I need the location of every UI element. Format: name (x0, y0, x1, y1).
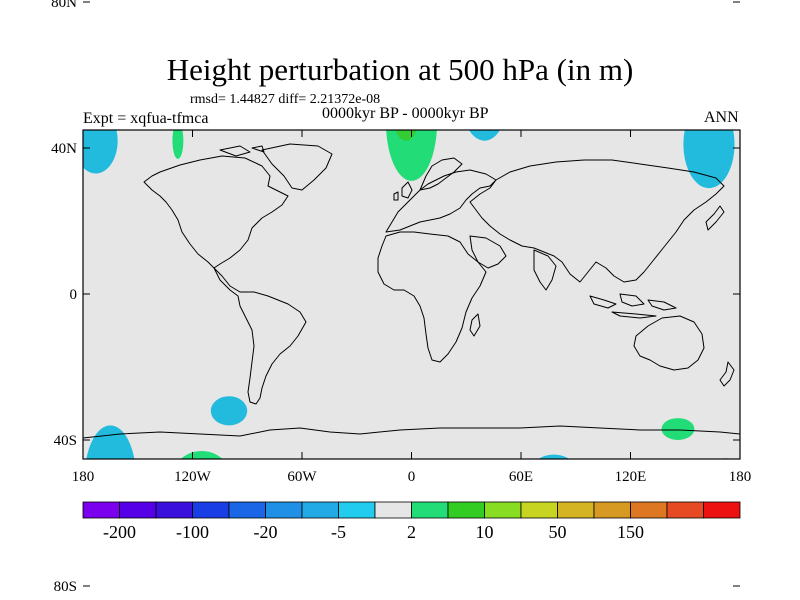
colorbar-label: -200 (103, 522, 136, 542)
coastline-asia (469, 159, 725, 283)
colorbar-label: -5 (331, 522, 346, 542)
stats-line: rmsd= 1.44827 diff= 2.21372e-08 (190, 92, 381, 107)
anomaly-n-pacific-east-negative (83, 130, 118, 174)
colorbar-swatch (520, 501, 558, 519)
coastline-africa (377, 231, 487, 363)
coastline-india (533, 249, 557, 291)
colorbar-swatch (557, 501, 595, 519)
lat-tick-label: 40N (51, 141, 77, 157)
coastline-madagascar (469, 313, 481, 337)
colorbar-swatch (484, 501, 522, 519)
colorbar-swatch (447, 501, 485, 519)
anomaly-east-pacific-negative (210, 396, 248, 426)
colorbar-swatch (155, 501, 193, 519)
colorbar-swatch (666, 501, 704, 519)
anomaly-south-atlantic-positive (428, 462, 450, 491)
colorbar-swatch (411, 501, 449, 519)
period-label: 0000kyr BP - 0000kyr BP (322, 105, 489, 122)
coastline-north-america (143, 155, 289, 269)
lat-tick-label: 80S (54, 579, 77, 595)
experiment-label: Expt = xqfua-tfmca (83, 110, 209, 127)
lon-tick-label: 180 (729, 469, 752, 485)
coastline-antarctica (83, 425, 740, 439)
colorbar-swatch (82, 501, 120, 519)
season-label: ANN (704, 109, 739, 126)
lon-tick-label: 120W (174, 469, 212, 485)
colorbar-swatch (119, 501, 157, 519)
colorbar-label: -100 (176, 522, 209, 542)
colorbar-swatch (374, 501, 412, 519)
anomaly-core-n-atlantic-europe-positive (395, 130, 417, 141)
lon-tick-label: 180 (72, 469, 95, 485)
colorbar-label: 2 (407, 522, 416, 542)
colorbar-swatch (703, 501, 741, 519)
plot-title: Height perturbation at 500 hPa (in m) (166, 52, 634, 87)
lat-tick-label: 0 (70, 287, 78, 303)
anomaly-s-pacific-positive (180, 450, 223, 459)
coastline-scandinavia (419, 157, 463, 191)
anomaly-n-atlantic-europe-positive (386, 130, 437, 181)
coastline-greenland (261, 143, 333, 191)
colorbar-label: 50 (549, 522, 567, 542)
lon-tick-label: 60E (509, 469, 533, 485)
colorbar-swatch (192, 501, 230, 519)
colorbar-label: -20 (254, 522, 278, 542)
colorbar-swatch (265, 501, 303, 519)
colorbar-swatch (228, 501, 266, 519)
coastline-arctic-islands (219, 145, 265, 157)
lon-tick-label: 60W (287, 469, 317, 485)
anomaly-n-america-west-positive (172, 130, 184, 159)
colorbar-swatch (630, 501, 668, 519)
coastline-british-isles (393, 181, 413, 201)
colorbar: -200 -100 -20 -5 2 10 50 150 (82, 501, 741, 542)
coastline-australia (633, 315, 705, 371)
colorbar-swatch (338, 501, 376, 519)
colorbar-label: 10 (476, 522, 494, 542)
colorbar-swatch (301, 501, 339, 519)
anomaly-n-pacific-west-negative (683, 130, 735, 189)
coastline-south-america (213, 267, 307, 405)
coastline-new-zealand (719, 361, 735, 387)
colorbar-swatch (593, 501, 631, 519)
anomaly-tasman-positive (661, 418, 695, 440)
lat-tick-label: 40S (54, 433, 77, 449)
coastlines (83, 143, 740, 439)
coastline-arabia (469, 235, 507, 269)
lat-tick-label: 80N (51, 0, 77, 11)
coastline-indonesia (589, 293, 677, 319)
anomaly-eastern-europe-negative (469, 130, 500, 141)
lon-tick-label: 120E (615, 469, 647, 485)
colorbar-label: 150 (617, 522, 644, 542)
lon-tick-label: 0 (408, 469, 416, 485)
coastline-japan (705, 205, 725, 231)
anomaly-s-indian-negative (538, 454, 570, 459)
